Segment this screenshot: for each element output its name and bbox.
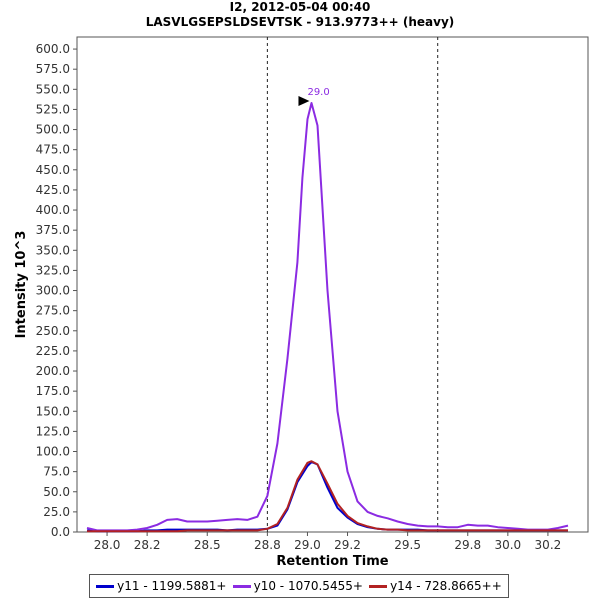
chart-title: I2, 2012-05-04 00:40 <box>229 0 371 14</box>
series-line-2 <box>86 102 569 532</box>
y-tick-label: 200.0 <box>36 364 70 378</box>
y-tick-label: 125.0 <box>36 424 70 438</box>
y-tick-label: 425.0 <box>36 183 70 197</box>
x-tick-label: 29.2 <box>334 538 361 552</box>
y-tick-label: 150.0 <box>36 404 70 418</box>
y-tick-label: 525.0 <box>36 102 70 116</box>
title-block: I2, 2012-05-04 00:40 LASVLGSEPSLDSEVTSK … <box>0 0 600 30</box>
y-tick-label: 100.0 <box>36 445 70 459</box>
legend-label: y11 - 1199.5881+ <box>117 579 227 593</box>
y-tick-label: 400.0 <box>36 203 70 217</box>
y-tick-label: 225.0 <box>36 344 70 358</box>
y-tick-label: 300.0 <box>36 284 70 298</box>
x-tick-label: 30.2 <box>535 538 562 552</box>
legend: y11 - 1199.5881+ y10 - 1070.5455+ y14 - 72… <box>89 574 509 598</box>
peak-label: 29.0 <box>307 87 329 98</box>
legend-item: y14 - 728.8665++ <box>369 579 502 593</box>
y-tick-label: 350.0 <box>36 243 70 257</box>
y-tick-label: 50.0 <box>43 485 70 499</box>
y-tick-label: 325.0 <box>36 263 70 277</box>
x-axis-title: Retention Time <box>276 554 388 569</box>
series-line-3 <box>87 460 568 533</box>
peak-marker-arrow <box>298 96 310 106</box>
y-tick-label: 0.0 <box>51 525 70 539</box>
y-axis-title: Intensity 10^3 <box>14 231 29 339</box>
chart-subtitle: LASVLGSEPSLDSEVTSK - 913.9773++ (heavy) <box>145 15 455 29</box>
y-tick-label: 600.0 <box>36 42 70 56</box>
y-tick-label: 475.0 <box>36 143 70 157</box>
y-tick-label: 25.0 <box>43 505 70 519</box>
legend-label: y10 - 1070.5455+ <box>253 579 363 593</box>
legend-item: y10 - 1070.5455+ <box>232 579 363 593</box>
y-tick-label: 450.0 <box>36 163 70 177</box>
y-tick-label: 375.0 <box>36 223 70 237</box>
legend-item: y11 - 1199.5881+ <box>96 579 226 593</box>
x-tick-label: 29.5 <box>394 538 421 552</box>
y-tick-label: 275.0 <box>36 304 70 318</box>
x-tick-label: 28.5 <box>194 538 221 552</box>
y-tick-label: 575.0 <box>36 62 70 76</box>
x-tick-label: 28.8 <box>254 538 281 552</box>
legend-swatch <box>96 584 115 588</box>
y-tick-label: 75.0 <box>43 465 70 479</box>
legend-swatch <box>369 584 388 588</box>
x-tick-label: 28.2 <box>134 538 161 552</box>
x-tick-label: 29.8 <box>454 538 481 552</box>
plot-area <box>76 36 589 533</box>
y-tick-label: 550.0 <box>36 82 70 96</box>
y-tick-label: 250.0 <box>36 324 70 338</box>
legend-swatch <box>232 584 251 588</box>
x-tick-label: 28.0 <box>94 538 121 552</box>
legend-label: y14 - 728.8665++ <box>390 579 502 593</box>
x-tick-label: 29.0 <box>294 538 321 552</box>
x-tick-label: 30.0 <box>494 538 521 552</box>
y-tick-label: 175.0 <box>36 384 70 398</box>
y-tick-label: 500.0 <box>36 123 70 137</box>
